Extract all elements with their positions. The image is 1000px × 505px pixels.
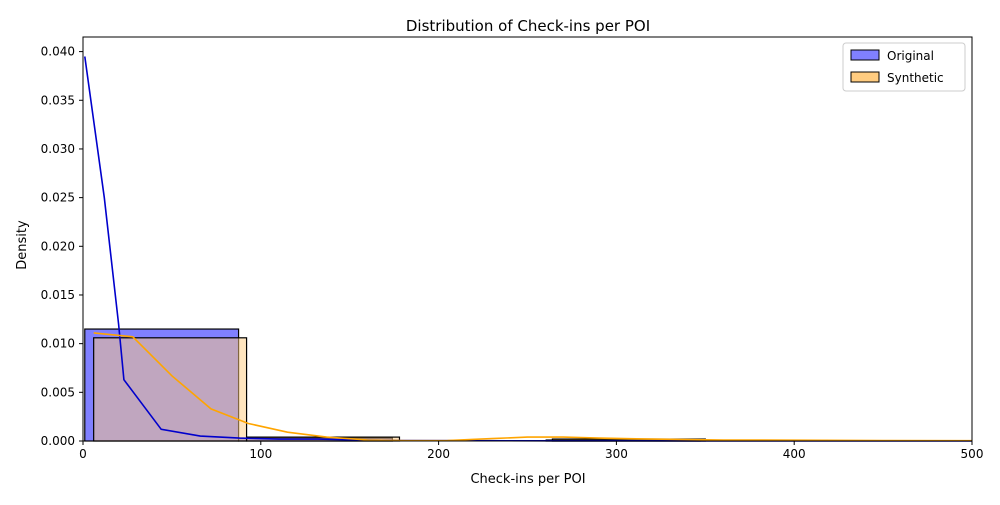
x-tick-label: 300 (605, 447, 628, 461)
y-axis: 0.000 0.005 0.010 0.015 0.020 0.025 0.030 0.035… (41, 45, 83, 448)
y-tick-label: 0.025 (41, 191, 75, 205)
y-tick-label: 0.000 (41, 434, 75, 448)
x-tick-label: 100 (249, 447, 272, 461)
x-tick-label: 0 (79, 447, 87, 461)
y-tick-label: 0.015 (41, 288, 75, 302)
plot-frame (82, 36, 973, 442)
legend-swatch-synthetic (850, 71, 880, 83)
x-axis: 0 100 200 300 400 500 (79, 441, 983, 461)
y-tick-label: 0.020 (41, 239, 75, 253)
x-tick-label: 500 (961, 447, 984, 461)
legend-swatch-original (850, 49, 880, 61)
x-tick-label: 200 (427, 447, 450, 461)
y-tick-label: 0.005 (41, 385, 75, 399)
bars-layer (84, 328, 706, 442)
y-tick-label: 0.035 (41, 93, 75, 107)
bar-synthetic-0 (93, 337, 248, 442)
legend-label-original: Original (887, 49, 934, 63)
y-tick-label: 0.040 (41, 45, 75, 59)
x-tick-label: 400 (783, 447, 806, 461)
chart-title: Distribution of Check-ins per POI (406, 17, 650, 35)
y-tick-label: 0.030 (41, 142, 75, 156)
legend-label-synthetic: Synthetic (887, 71, 944, 85)
legend: Original Synthetic (842, 42, 966, 92)
x-axis-label: Check-ins per POI (470, 472, 585, 487)
y-tick-label: 0.010 (41, 337, 75, 351)
y-axis-label: Density (15, 220, 30, 270)
